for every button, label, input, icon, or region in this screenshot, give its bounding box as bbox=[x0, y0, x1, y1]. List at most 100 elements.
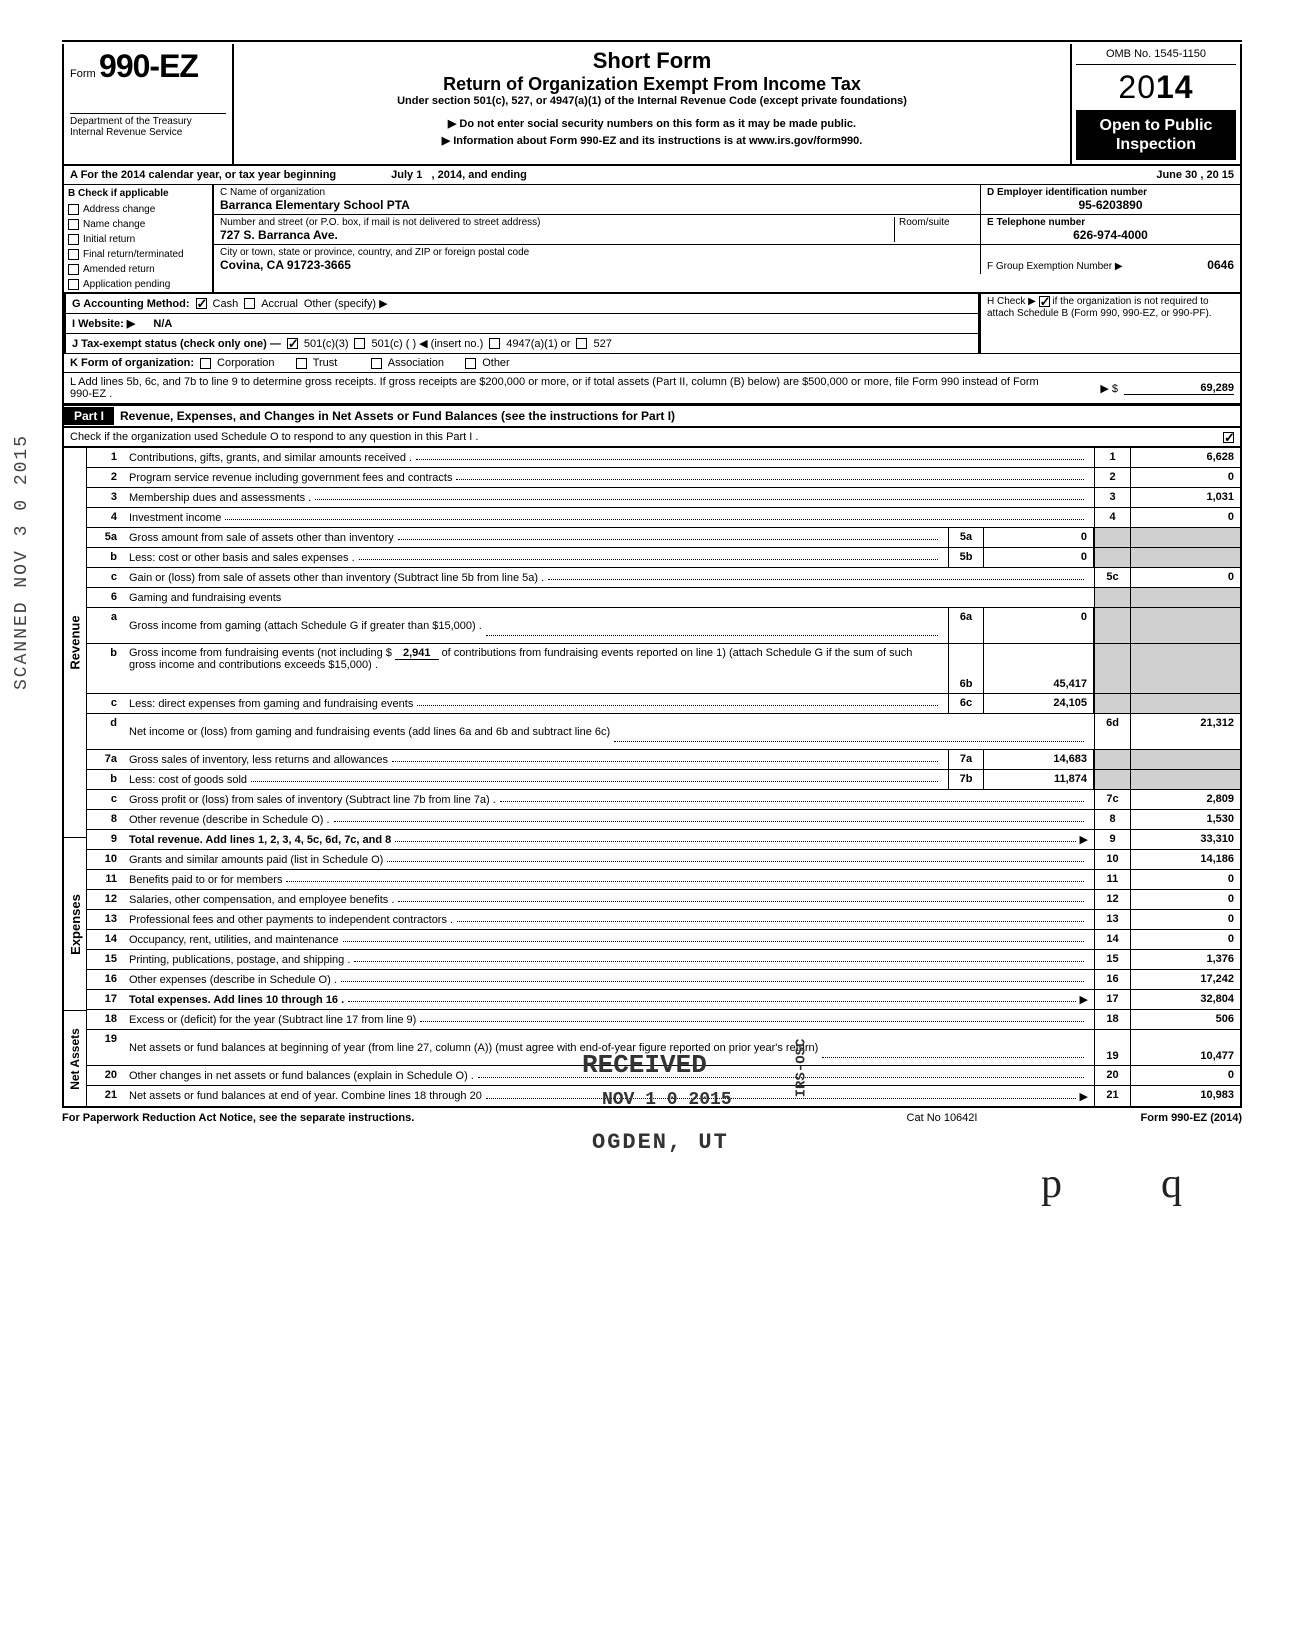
cb-4947[interactable] bbox=[489, 338, 500, 349]
group-number: 0646 bbox=[1207, 258, 1234, 272]
line-18-val: 506 bbox=[1130, 1010, 1240, 1029]
line-6c-val: 24,105 bbox=[984, 694, 1094, 713]
room-label: Room/suite bbox=[894, 217, 974, 242]
e-phone-label: E Telephone number bbox=[987, 217, 1234, 228]
org-address: 727 S. Barranca Ave. bbox=[220, 228, 894, 242]
c-city-label: City or town, state or province, country… bbox=[220, 247, 974, 258]
cb-name-change[interactable] bbox=[68, 219, 79, 230]
tax-year: 2014 bbox=[1076, 69, 1236, 106]
note-info: ▶ Information about Form 990-EZ and its … bbox=[242, 134, 1062, 147]
row-i: I Website: ▶ N/A bbox=[64, 314, 980, 334]
f-group-label: F Group Exemption Number ▶ bbox=[987, 261, 1207, 272]
cb-assoc[interactable] bbox=[371, 358, 382, 369]
footer-form: Form 990-EZ (2014) bbox=[1042, 1112, 1242, 1124]
cb-501c[interactable] bbox=[354, 338, 365, 349]
row-l: L Add lines 5b, 6c, and 7b to line 9 to … bbox=[62, 373, 1242, 405]
ein: 95-6203890 bbox=[987, 198, 1234, 212]
row-a-begin: July 1 bbox=[391, 169, 422, 181]
line-6a-val: 0 bbox=[984, 608, 1094, 643]
col-b-head: B Check if applicable bbox=[64, 185, 212, 202]
line-11-val: 0 bbox=[1130, 870, 1240, 889]
gross-receipts: 69,289 bbox=[1124, 382, 1234, 395]
row-h: H Check ▶ if the organization is not req… bbox=[980, 294, 1240, 354]
line-19-val: 10,477 bbox=[1130, 1030, 1240, 1065]
year-cell: OMB No. 1545-1150 2014 Open to Public In… bbox=[1070, 44, 1240, 164]
line-15-val: 1,376 bbox=[1130, 950, 1240, 969]
line-12-val: 0 bbox=[1130, 890, 1240, 909]
cb-cash[interactable] bbox=[196, 298, 207, 309]
line-6b-contrib: 2,941 bbox=[395, 647, 439, 660]
form-number-cell: Form 990-EZ Department of the Treasury I… bbox=[64, 44, 234, 164]
org-name: Barranca Elementary School PTA bbox=[220, 198, 974, 212]
cb-amended[interactable] bbox=[68, 264, 79, 275]
cb-corp[interactable] bbox=[200, 358, 211, 369]
dept-treasury: Department of the Treasury bbox=[70, 113, 226, 127]
line-17-val: 32,804 bbox=[1130, 990, 1240, 1009]
line-5a-val: 0 bbox=[984, 528, 1094, 547]
line-20-val: 0 bbox=[1130, 1066, 1240, 1085]
cb-final-return[interactable] bbox=[68, 249, 79, 260]
side-expenses: Expenses bbox=[68, 894, 83, 955]
scanned-stamp: SCANNED NOV 3 0 2015 bbox=[12, 434, 32, 690]
cb-trust[interactable] bbox=[296, 358, 307, 369]
d-ein-label: D Employer identification number bbox=[987, 187, 1234, 198]
col-b: B Check if applicable Address change Nam… bbox=[64, 185, 214, 292]
form-990ez: SCANNED NOV 3 0 2015 Form 990-EZ Departm… bbox=[62, 40, 1242, 1128]
title: Short Form bbox=[242, 48, 1062, 74]
c-addr-label: Number and street (or P.O. box, if mail … bbox=[220, 217, 894, 228]
form-label: Form bbox=[70, 68, 96, 80]
footer: For Paperwork Reduction Act Notice, see … bbox=[62, 1108, 1242, 1128]
footer-cat: Cat No 10642I bbox=[842, 1112, 1042, 1124]
note-ssn: ▶ Do not enter social security numbers o… bbox=[242, 117, 1062, 130]
open-public: Open to Public Inspection bbox=[1076, 110, 1236, 160]
line-7b-val: 11,874 bbox=[984, 770, 1094, 789]
line-14-val: 0 bbox=[1130, 930, 1240, 949]
handwrite-q: q bbox=[1161, 1160, 1182, 1208]
form-header: Form 990-EZ Department of the Treasury I… bbox=[62, 44, 1242, 166]
line-7a-val: 14,683 bbox=[984, 750, 1094, 769]
part1-label: Part I bbox=[64, 407, 114, 425]
line-7c-val: 2,809 bbox=[1130, 790, 1240, 809]
cb-schedule-o[interactable] bbox=[1223, 432, 1234, 443]
part1-check-row: Check if the organization used Schedule … bbox=[62, 428, 1242, 448]
under-text: Under section 501(c), 527, or 4947(a)(1)… bbox=[242, 95, 1062, 107]
footer-left: For Paperwork Reduction Act Notice, see … bbox=[62, 1112, 842, 1124]
row-a-end: June 30 , 20 15 bbox=[1156, 169, 1234, 181]
line-2-val: 0 bbox=[1130, 468, 1240, 487]
cb-initial-return[interactable] bbox=[68, 234, 79, 245]
title-cell: Short Form Return of Organization Exempt… bbox=[234, 44, 1070, 164]
subtitle: Return of Organization Exempt From Incom… bbox=[242, 74, 1062, 95]
cb-pending[interactable] bbox=[68, 279, 79, 290]
line-3-val: 1,031 bbox=[1130, 488, 1240, 507]
cb-527[interactable] bbox=[576, 338, 587, 349]
handwrite-p: p bbox=[1041, 1160, 1062, 1208]
side-revenue: Revenue bbox=[68, 615, 83, 669]
line-10-val: 14,186 bbox=[1130, 850, 1240, 869]
form-number: 990-EZ bbox=[99, 48, 198, 84]
line-6b-val: 45,417 bbox=[984, 644, 1094, 693]
row-a: A For the 2014 calendar year, or tax yea… bbox=[62, 166, 1242, 185]
section-bcdef: B Check if applicable Address change Nam… bbox=[62, 185, 1242, 294]
line-5b-val: 0 bbox=[984, 548, 1094, 567]
cb-accrual[interactable] bbox=[244, 298, 255, 309]
line-5c-val: 0 bbox=[1130, 568, 1240, 587]
row-a-mid: , 2014, and ending bbox=[432, 169, 527, 181]
cb-other-org[interactable] bbox=[465, 358, 476, 369]
cb-501c3[interactable] bbox=[287, 338, 298, 349]
line-6d-val: 21,312 bbox=[1130, 714, 1240, 749]
part1-header: Part I Revenue, Expenses, and Changes in… bbox=[62, 405, 1242, 428]
col-cdef: C Name of organization Barranca Elementa… bbox=[214, 185, 1240, 292]
line-21-val: 10,983 bbox=[1130, 1086, 1240, 1106]
line-8-val: 1,530 bbox=[1130, 810, 1240, 829]
part1-title: Revenue, Expenses, and Changes in Net As… bbox=[114, 406, 1240, 426]
ogden-stamp: OGDEN, UT bbox=[592, 1130, 729, 1155]
c-name-label: C Name of organization bbox=[220, 187, 974, 198]
cb-address-change[interactable] bbox=[68, 204, 79, 215]
row-k: K Form of organization: Corporation Trus… bbox=[62, 354, 1242, 373]
line-1-val: 6,628 bbox=[1130, 448, 1240, 467]
omb-number: OMB No. 1545-1150 bbox=[1076, 48, 1236, 65]
side-netassets: Net Assets bbox=[68, 1028, 82, 1090]
phone: 626-974-4000 bbox=[987, 228, 1234, 242]
top-rule bbox=[62, 40, 1242, 42]
cb-sched-b[interactable] bbox=[1039, 296, 1050, 307]
